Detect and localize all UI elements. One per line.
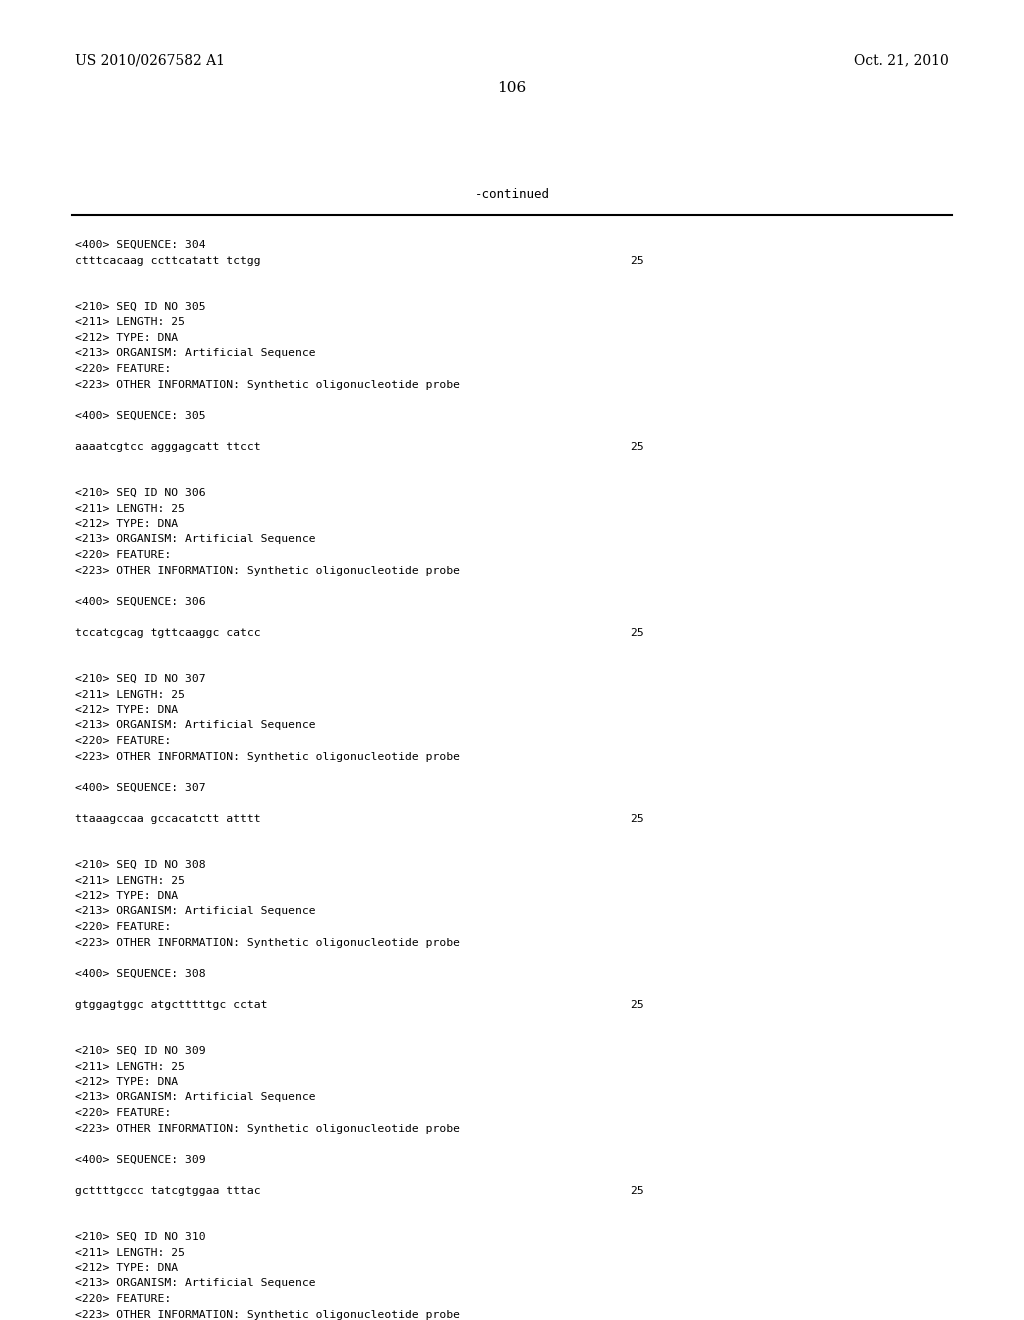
Text: <212> TYPE: DNA: <212> TYPE: DNA bbox=[75, 333, 178, 343]
Text: <213> ORGANISM: Artificial Sequence: <213> ORGANISM: Artificial Sequence bbox=[75, 1279, 315, 1288]
Text: 25: 25 bbox=[630, 627, 644, 638]
Text: 25: 25 bbox=[630, 256, 644, 265]
Text: <212> TYPE: DNA: <212> TYPE: DNA bbox=[75, 705, 178, 715]
Text: <212> TYPE: DNA: <212> TYPE: DNA bbox=[75, 891, 178, 902]
Text: <213> ORGANISM: Artificial Sequence: <213> ORGANISM: Artificial Sequence bbox=[75, 1093, 315, 1102]
Text: <213> ORGANISM: Artificial Sequence: <213> ORGANISM: Artificial Sequence bbox=[75, 348, 315, 359]
Text: <210> SEQ ID NO 307: <210> SEQ ID NO 307 bbox=[75, 675, 206, 684]
Text: <211> LENGTH: 25: <211> LENGTH: 25 bbox=[75, 503, 185, 513]
Text: <220> FEATURE:: <220> FEATURE: bbox=[75, 1107, 171, 1118]
Text: ctttcacaag ccttcatatt tctgg: ctttcacaag ccttcatatt tctgg bbox=[75, 256, 261, 265]
Text: <400> SEQUENCE: 306: <400> SEQUENCE: 306 bbox=[75, 597, 206, 606]
Text: -continued: -continued bbox=[474, 189, 550, 202]
Text: <223> OTHER INFORMATION: Synthetic oligonucleotide probe: <223> OTHER INFORMATION: Synthetic oligo… bbox=[75, 380, 460, 389]
Text: <211> LENGTH: 25: <211> LENGTH: 25 bbox=[75, 875, 185, 886]
Text: <220> FEATURE:: <220> FEATURE: bbox=[75, 737, 171, 746]
Text: <210> SEQ ID NO 310: <210> SEQ ID NO 310 bbox=[75, 1232, 206, 1242]
Text: <211> LENGTH: 25: <211> LENGTH: 25 bbox=[75, 1061, 185, 1072]
Text: gcttttgccc tatcgtggaa tttac: gcttttgccc tatcgtggaa tttac bbox=[75, 1185, 261, 1196]
Text: <400> SEQUENCE: 304: <400> SEQUENCE: 304 bbox=[75, 240, 206, 249]
Text: US 2010/0267582 A1: US 2010/0267582 A1 bbox=[75, 53, 225, 67]
Text: Oct. 21, 2010: Oct. 21, 2010 bbox=[854, 53, 949, 67]
Text: <220> FEATURE:: <220> FEATURE: bbox=[75, 364, 171, 374]
Text: <400> SEQUENCE: 305: <400> SEQUENCE: 305 bbox=[75, 411, 206, 421]
Text: <220> FEATURE:: <220> FEATURE: bbox=[75, 550, 171, 560]
Text: <210> SEQ ID NO 308: <210> SEQ ID NO 308 bbox=[75, 861, 206, 870]
Text: <223> OTHER INFORMATION: Synthetic oligonucleotide probe: <223> OTHER INFORMATION: Synthetic oligo… bbox=[75, 937, 460, 948]
Text: <210> SEQ ID NO 305: <210> SEQ ID NO 305 bbox=[75, 302, 206, 312]
Text: tccatcgcag tgttcaaggc catcc: tccatcgcag tgttcaaggc catcc bbox=[75, 627, 261, 638]
Text: <211> LENGTH: 25: <211> LENGTH: 25 bbox=[75, 318, 185, 327]
Text: <212> TYPE: DNA: <212> TYPE: DNA bbox=[75, 519, 178, 529]
Text: <223> OTHER INFORMATION: Synthetic oligonucleotide probe: <223> OTHER INFORMATION: Synthetic oligo… bbox=[75, 751, 460, 762]
Text: <400> SEQUENCE: 309: <400> SEQUENCE: 309 bbox=[75, 1155, 206, 1164]
Text: <210> SEQ ID NO 306: <210> SEQ ID NO 306 bbox=[75, 488, 206, 498]
Text: <400> SEQUENCE: 308: <400> SEQUENCE: 308 bbox=[75, 969, 206, 978]
Text: aaaatcgtcc agggagcatt ttcct: aaaatcgtcc agggagcatt ttcct bbox=[75, 441, 261, 451]
Text: <223> OTHER INFORMATION: Synthetic oligonucleotide probe: <223> OTHER INFORMATION: Synthetic oligo… bbox=[75, 1123, 460, 1134]
Text: 25: 25 bbox=[630, 999, 644, 1010]
Text: <213> ORGANISM: Artificial Sequence: <213> ORGANISM: Artificial Sequence bbox=[75, 535, 315, 544]
Text: <400> SEQUENCE: 307: <400> SEQUENCE: 307 bbox=[75, 783, 206, 792]
Text: <220> FEATURE:: <220> FEATURE: bbox=[75, 921, 171, 932]
Text: 25: 25 bbox=[630, 1185, 644, 1196]
Text: gtggagtggc atgctttttgc cctat: gtggagtggc atgctttttgc cctat bbox=[75, 999, 267, 1010]
Text: <213> ORGANISM: Artificial Sequence: <213> ORGANISM: Artificial Sequence bbox=[75, 907, 315, 916]
Text: 25: 25 bbox=[630, 441, 644, 451]
Text: <223> OTHER INFORMATION: Synthetic oligonucleotide probe: <223> OTHER INFORMATION: Synthetic oligo… bbox=[75, 1309, 460, 1320]
Text: <213> ORGANISM: Artificial Sequence: <213> ORGANISM: Artificial Sequence bbox=[75, 721, 315, 730]
Text: <211> LENGTH: 25: <211> LENGTH: 25 bbox=[75, 689, 185, 700]
Text: <220> FEATURE:: <220> FEATURE: bbox=[75, 1294, 171, 1304]
Text: ttaaagccaa gccacatctt atttt: ttaaagccaa gccacatctt atttt bbox=[75, 813, 261, 824]
Text: <210> SEQ ID NO 309: <210> SEQ ID NO 309 bbox=[75, 1045, 206, 1056]
Text: 106: 106 bbox=[498, 81, 526, 95]
Text: <212> TYPE: DNA: <212> TYPE: DNA bbox=[75, 1263, 178, 1272]
Text: <211> LENGTH: 25: <211> LENGTH: 25 bbox=[75, 1247, 185, 1258]
Text: 25: 25 bbox=[630, 813, 644, 824]
Text: <212> TYPE: DNA: <212> TYPE: DNA bbox=[75, 1077, 178, 1086]
Text: <223> OTHER INFORMATION: Synthetic oligonucleotide probe: <223> OTHER INFORMATION: Synthetic oligo… bbox=[75, 565, 460, 576]
